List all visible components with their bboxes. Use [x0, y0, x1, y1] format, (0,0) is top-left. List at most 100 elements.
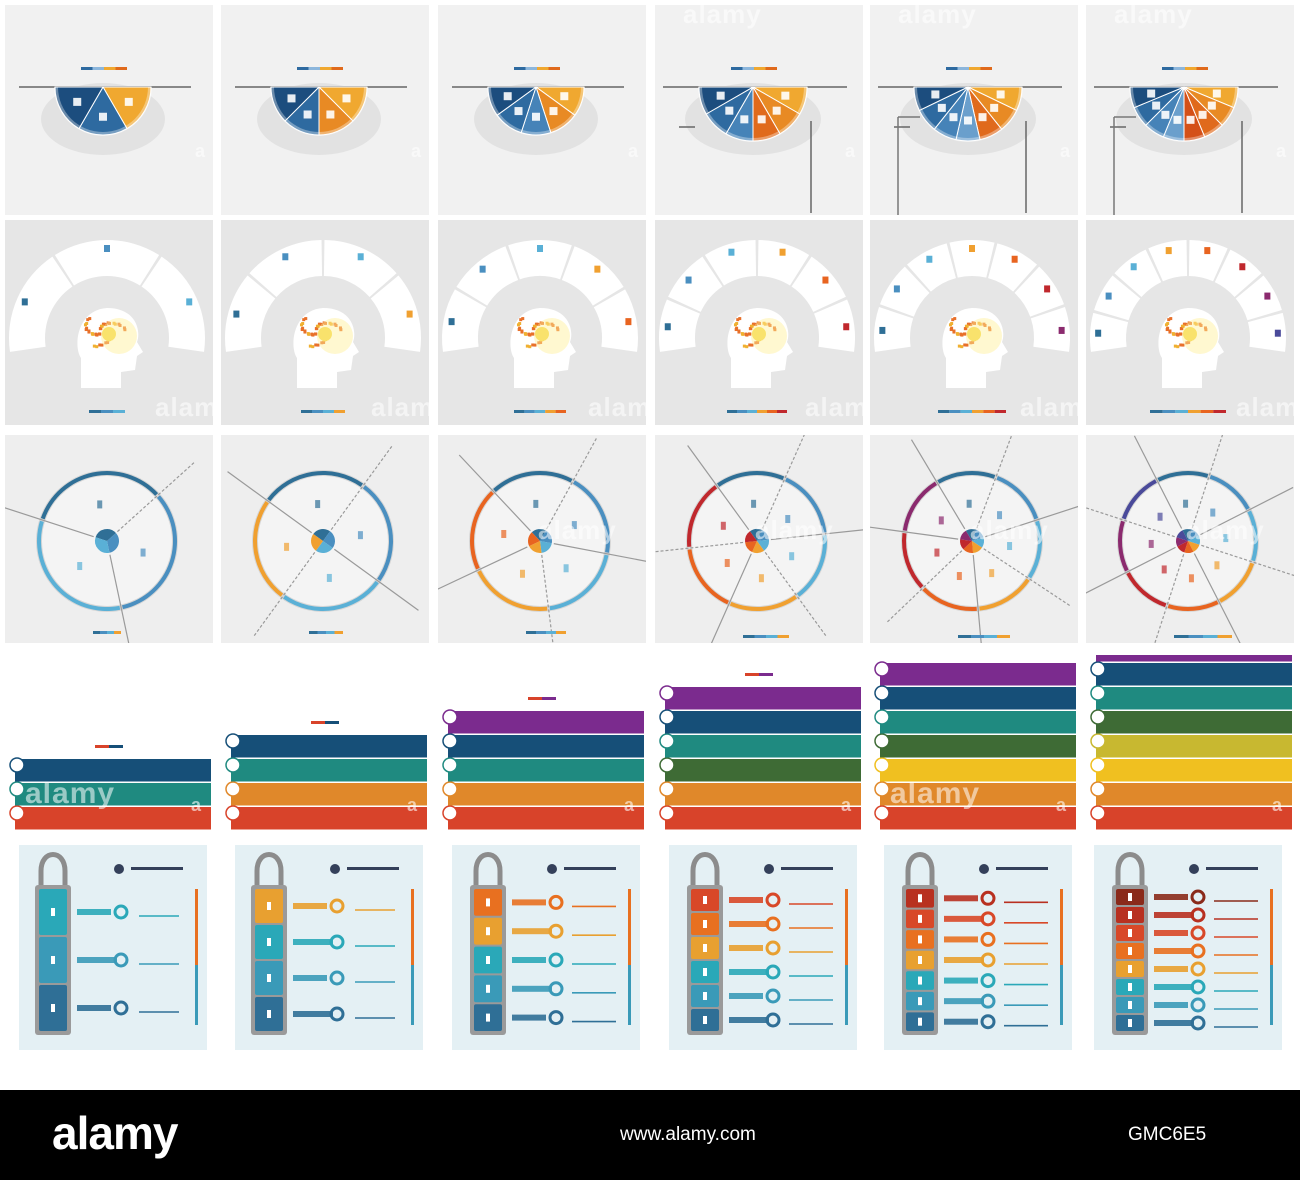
- legend-segment: [1213, 410, 1226, 413]
- footer-logo[interactable]: alamy: [52, 1107, 178, 1159]
- legend-segment: [311, 721, 325, 724]
- bars-panel-8-canvas: [1090, 655, 1292, 830]
- brain-pixel: [338, 326, 342, 330]
- stacked-bar: [665, 711, 861, 734]
- ring-segment: [785, 477, 827, 533]
- key-stem: [1154, 1020, 1194, 1026]
- watermark-text: a: [191, 795, 202, 815]
- ring-divider: [458, 454, 531, 532]
- key-stem: [293, 903, 327, 909]
- step-number-badge: [874, 781, 890, 797]
- ring-divider: [1200, 486, 1294, 536]
- side-accent-bar-bottom: [845, 965, 848, 1025]
- keyhole-icon: [1128, 893, 1132, 901]
- key-icon: [1190, 997, 1206, 1013]
- key-stem: [512, 899, 546, 906]
- brain-pixel: [90, 332, 94, 336]
- segment-number-marker: [97, 500, 103, 509]
- ring-divider: [1086, 507, 1175, 538]
- keyhole-icon: [51, 1004, 55, 1012]
- segment-number-marker: [233, 310, 240, 318]
- center-pie-slice: [313, 529, 331, 541]
- ring-divider: [330, 445, 393, 531]
- segment-number-marker: [514, 107, 523, 116]
- brain-pixel: [531, 343, 535, 347]
- arc-segment: [442, 289, 487, 352]
- ring-panel-8: alamy: [1086, 435, 1294, 643]
- ring-segment: [1247, 510, 1258, 562]
- head-panel-8-canvas: [1086, 240, 1294, 425]
- step-number-badge: [1090, 757, 1106, 773]
- legend-segment: [745, 673, 759, 676]
- center-pie-slice: [323, 531, 335, 549]
- keyhole-icon: [1128, 1001, 1132, 1009]
- segment-number-marker: [303, 110, 312, 119]
- key-icon: [980, 890, 996, 906]
- legend-segment: [542, 697, 556, 700]
- center-pie-slice: [1188, 529, 1199, 541]
- center-pie-slice: [963, 541, 974, 553]
- key-stem: [944, 998, 984, 1005]
- brain-pixel: [1171, 332, 1175, 336]
- ring-segment: [902, 532, 924, 589]
- brain-pixel: [87, 329, 91, 333]
- segment-number-marker: [964, 116, 972, 125]
- legend-segment: [514, 410, 525, 413]
- center-pie-slice: [960, 530, 972, 541]
- ring-divider: [546, 437, 598, 530]
- footer-website[interactable]: www.alamy.com: [620, 1124, 756, 1145]
- legend-segment: [334, 631, 343, 634]
- keyhole-icon: [486, 984, 490, 993]
- key-icon: [113, 952, 129, 968]
- center-pie-slice: [972, 529, 984, 541]
- ring-panel-6: alamy: [655, 435, 863, 643]
- watermark-text: a: [1272, 795, 1283, 815]
- segment-number-marker: [716, 91, 725, 100]
- segment-number-marker: [186, 298, 193, 306]
- segment-number-marker: [978, 113, 987, 122]
- brain-pixel: [735, 322, 739, 326]
- header-line: [781, 867, 833, 870]
- segment-number-marker: [926, 255, 933, 263]
- segment-number-marker: [751, 499, 757, 508]
- ring-divider: [687, 445, 750, 531]
- keyhole-icon: [486, 956, 490, 964]
- segment-number-marker: [1011, 255, 1018, 263]
- legend-segment: [1188, 635, 1203, 638]
- segment-number-marker: [77, 562, 83, 571]
- brain-pixel: [551, 323, 555, 327]
- segment-number-marker: [1212, 89, 1221, 98]
- legend-segment: [89, 410, 101, 413]
- light-glow: [317, 318, 353, 354]
- segment-number-marker: [124, 97, 133, 106]
- ring-divider: [1201, 544, 1294, 577]
- ring-panel-6-canvas: [655, 435, 863, 643]
- stacked-bar: [665, 783, 861, 806]
- brain-pixel: [963, 343, 967, 347]
- semicircle-panel-4: a: [221, 5, 429, 215]
- segment-number-marker: [282, 253, 289, 261]
- keyhole-icon: [703, 1016, 707, 1024]
- brain-pixel: [555, 326, 559, 330]
- key-icon: [548, 952, 564, 968]
- step-number-badge: [9, 757, 25, 773]
- legend-segment: [101, 410, 113, 413]
- segment-number-marker: [1214, 561, 1220, 570]
- brain-pixel: [959, 332, 963, 336]
- segment-number-marker: [1152, 101, 1161, 110]
- semicircle-segment: [913, 86, 969, 112]
- center-pie-slice: [315, 541, 333, 553]
- brain-pixel: [1188, 321, 1192, 325]
- lightbulb-icon: [318, 327, 332, 341]
- brain-pixel: [1176, 345, 1180, 349]
- segment-number-marker: [664, 323, 671, 331]
- step-number-badge: [9, 781, 25, 797]
- watermark-text: a: [1060, 141, 1071, 161]
- keyhole-icon: [1128, 947, 1132, 955]
- step-number-badge: [9, 805, 25, 821]
- semicircle-segment: [270, 86, 320, 122]
- legend-segment: [747, 410, 757, 413]
- brain-pixel: [737, 329, 741, 333]
- watermark-text: a: [624, 795, 635, 815]
- ring-divider: [972, 554, 982, 643]
